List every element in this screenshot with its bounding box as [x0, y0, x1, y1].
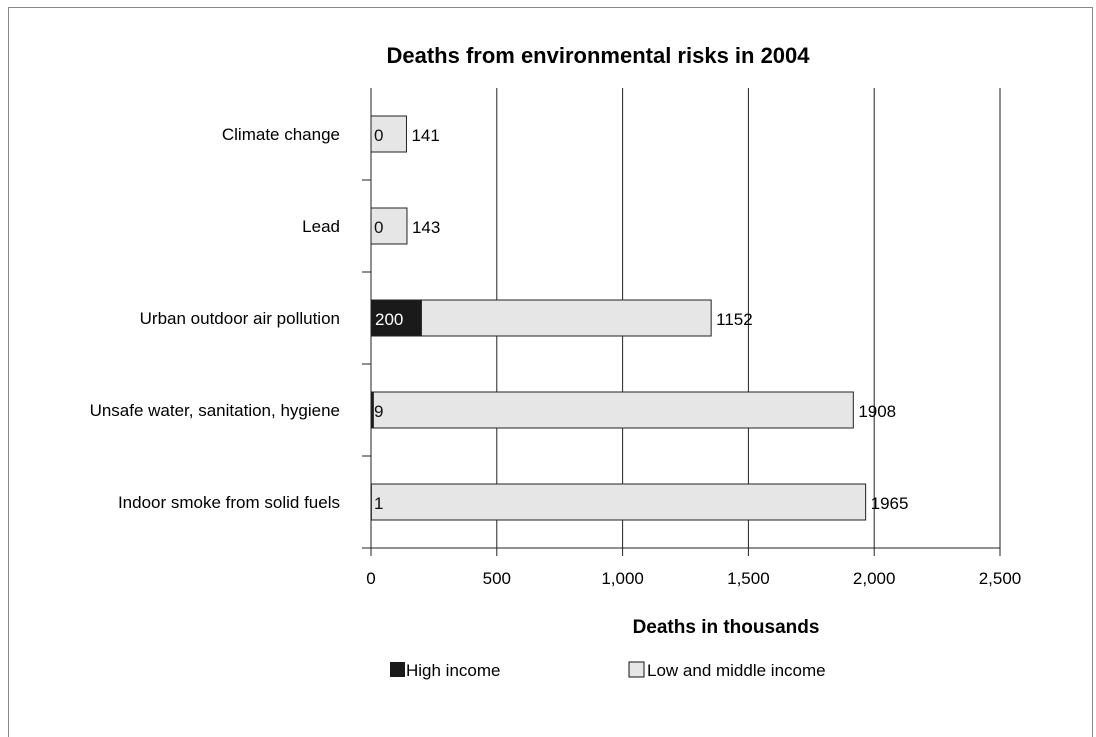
bars	[371, 116, 866, 520]
x-tick-label-2500: 2,500	[979, 569, 1022, 588]
x-tick-label-500: 500	[483, 569, 511, 588]
x-tick-label-2000: 2,000	[853, 569, 896, 588]
legend-swatch-low-middle-income	[629, 662, 644, 677]
bar-low-middle-income-indoor-smoke-from-solid-fuels	[371, 484, 865, 520]
data-label-high-income-urban-outdoor-air-pollution: 200	[375, 310, 403, 329]
data-label-low-middle-income-urban-outdoor-air-pollution: 1152	[716, 310, 753, 329]
legend-swatch-high-income	[390, 662, 405, 677]
data-label-high-income-indoor-smoke-from-solid-fuels: 1	[374, 494, 383, 513]
data-label-high-income-climate-change: 0	[374, 126, 383, 145]
data-label-low-middle-income-indoor-smoke-from-solid-fuels: 1965	[871, 494, 909, 513]
data-label-low-middle-income-climate-change: 141	[411, 126, 439, 145]
data-label-high-income-lead: 0	[374, 218, 383, 237]
data-label-low-middle-income-unsafe-water-sanitation-hygiene: 1908	[858, 402, 896, 421]
chart-title: Deaths from environmental risks in 2004	[386, 43, 810, 68]
category-label-indoor-smoke-from-solid-fuels: Indoor smoke from solid fuels	[118, 493, 340, 512]
x-axis-title: Deaths in thousands	[633, 617, 820, 638]
bar-low-middle-income-unsafe-water-sanitation-hygiene	[373, 392, 853, 428]
category-label-lead: Lead	[302, 217, 340, 236]
category-label-climate-change: Climate change	[222, 125, 340, 144]
x-tick-label-1000: 1,000	[601, 569, 644, 588]
legend-label-low-middle-income: Low and middle income	[647, 661, 826, 680]
data-label-high-income-unsafe-water-sanitation-hygiene: 9	[374, 402, 383, 421]
x-tick-label-1500: 1,500	[727, 569, 770, 588]
data-label-low-middle-income-lead: 143	[412, 218, 440, 237]
legend: High income Low and middle income	[390, 661, 826, 680]
x-tick-label-0: 0	[366, 569, 375, 588]
category-label-unsafe-water-sanitation-hygiene: Unsafe water, sanitation, hygiene	[90, 401, 340, 420]
category-label-urban-outdoor-air-pollution: Urban outdoor air pollution	[140, 309, 340, 328]
bar-low-middle-income-urban-outdoor-air-pollution	[421, 300, 711, 336]
legend-label-high-income: High income	[406, 661, 501, 680]
